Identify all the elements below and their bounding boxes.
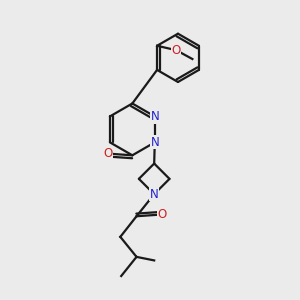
Text: N: N	[150, 110, 159, 123]
Text: N: N	[150, 136, 159, 149]
Text: O: O	[158, 208, 167, 221]
Text: N: N	[150, 188, 159, 201]
Text: O: O	[103, 147, 112, 160]
Text: O: O	[172, 44, 181, 57]
